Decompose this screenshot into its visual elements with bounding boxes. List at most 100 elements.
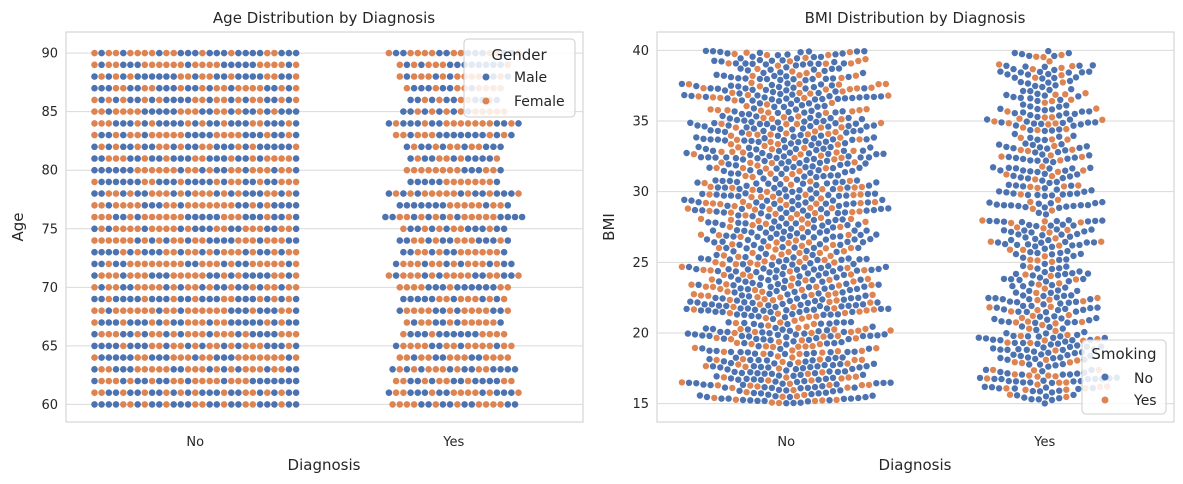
bmi-point <box>760 114 767 122</box>
age-point <box>177 143 185 151</box>
age-point <box>396 61 404 69</box>
bmi-point <box>1054 196 1062 203</box>
age-point <box>479 120 486 127</box>
bmi-point <box>1042 309 1050 316</box>
bmi-point <box>809 163 816 170</box>
bmi-point <box>825 291 832 298</box>
age-point <box>472 178 479 186</box>
age-point <box>206 84 213 92</box>
bmi-point <box>855 394 862 402</box>
age-point <box>127 84 134 92</box>
bmi-point <box>1016 276 1023 284</box>
age-point <box>414 96 422 104</box>
age-point <box>170 213 177 221</box>
age-data-points <box>91 49 526 408</box>
age-point <box>468 319 476 326</box>
age-point <box>249 96 257 104</box>
bmi-point <box>840 248 848 255</box>
bmi-point <box>733 311 741 318</box>
bmi-point <box>736 241 743 248</box>
age-point <box>177 225 185 233</box>
age-point <box>285 377 293 385</box>
age-point <box>264 155 271 162</box>
bmi-point <box>869 323 876 330</box>
bmi-point <box>1027 168 1034 175</box>
bmi-point <box>847 60 855 67</box>
age-point <box>264 284 271 291</box>
bmi-point <box>1007 236 1015 244</box>
bmi-point <box>748 118 755 126</box>
bmi-point <box>823 210 831 217</box>
age-point <box>490 319 497 326</box>
bmi-point <box>744 91 752 99</box>
bmi-point <box>731 289 738 296</box>
bmi-point <box>736 387 743 394</box>
bmi-point <box>811 383 819 391</box>
bmi-point <box>741 227 748 234</box>
bmi-point <box>1058 315 1065 322</box>
bmi-point <box>767 283 774 290</box>
age-point <box>228 213 235 221</box>
age-point <box>120 260 127 268</box>
age-point <box>256 225 264 233</box>
age-point <box>271 73 278 80</box>
bmi-point <box>1063 102 1070 109</box>
bmi-point <box>1000 306 1008 313</box>
age-point <box>249 389 257 397</box>
age-point <box>148 202 156 209</box>
age-point <box>278 96 285 104</box>
age-point <box>134 178 141 186</box>
bmi-point <box>783 175 790 183</box>
age-point <box>156 401 163 408</box>
age-point <box>177 178 185 186</box>
bmi-point <box>739 271 747 278</box>
bmi-point <box>1027 87 1034 95</box>
x-tick-label: No <box>777 435 795 450</box>
bmi-point <box>783 334 790 341</box>
bmi-point <box>713 164 720 172</box>
age-point <box>256 295 264 303</box>
bmi-point <box>727 209 735 216</box>
age-point <box>278 166 285 174</box>
age-point <box>457 377 465 385</box>
bmi-point <box>754 162 761 169</box>
age-point <box>120 143 127 151</box>
age-point <box>105 319 113 326</box>
bmi-point <box>845 374 852 381</box>
bmi-point <box>804 228 812 236</box>
bmi-point <box>1012 154 1020 162</box>
bmi-point <box>736 185 743 193</box>
bmi-point <box>820 117 827 125</box>
bmi-point <box>1047 272 1055 280</box>
bmi-point <box>1011 339 1018 347</box>
bmi-point <box>775 386 783 394</box>
bmi-point <box>839 88 846 95</box>
bmi-point <box>1056 103 1063 110</box>
age-point <box>497 213 504 221</box>
age-point <box>403 166 411 174</box>
bmi-point <box>1040 344 1047 351</box>
bmi-point <box>790 338 797 345</box>
age-point <box>400 108 407 115</box>
age-point <box>112 354 120 361</box>
age-point <box>220 248 228 256</box>
bmi-point <box>802 164 809 171</box>
bmi-point <box>858 381 866 389</box>
bmi-point <box>767 308 774 316</box>
bmi-point <box>801 118 808 125</box>
bmi-point <box>1027 126 1034 134</box>
bmi-point <box>745 130 753 138</box>
bmi-point <box>834 368 842 376</box>
bmi-point <box>796 249 803 257</box>
bmi-point <box>822 60 830 67</box>
age-point <box>425 61 432 69</box>
bmi-point <box>739 198 747 205</box>
age-point <box>497 202 504 209</box>
bmi-point <box>1086 108 1093 115</box>
bmi-point <box>861 48 868 55</box>
bmi-point <box>822 138 830 145</box>
bmi-point <box>792 106 800 113</box>
bmi-point <box>685 81 693 88</box>
bmi-point <box>706 164 713 171</box>
age-point <box>127 73 134 80</box>
